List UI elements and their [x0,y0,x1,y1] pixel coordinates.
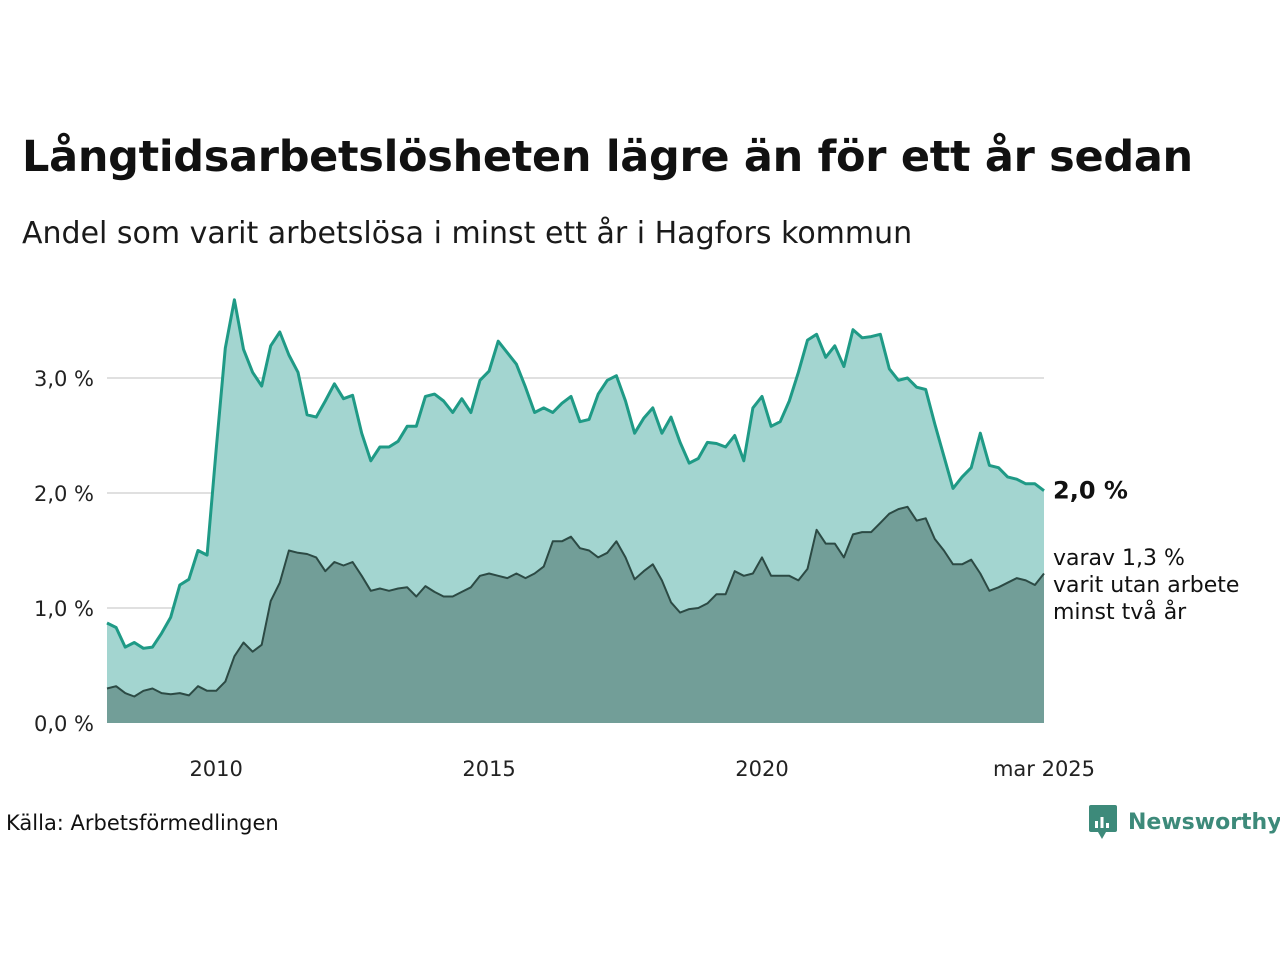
chart-subtitle: Andel som varit arbetslösa i minst ett å… [22,216,913,251]
y-tick-label: 1,0 % [34,597,94,621]
series-line-1 [106,298,1045,650]
series-areas [106,298,1045,723]
y-tick-label: 2,0 % [34,482,94,506]
x-tick-label: 2020 [735,757,788,781]
annotation-subset-line: varit utan arbete [1053,573,1239,598]
annotation-subset-line: minst två år [1053,599,1187,625]
y-tick-label: 0,0 % [34,712,94,736]
brand[interactable]: Newsworthy [1088,804,1280,840]
y-axis-ticks: 0,0 % 1,0 % 2,0 % 3,0 % [34,367,94,736]
x-tick-label: mar 2025 [993,757,1095,781]
annotation-subset-line: varav 1,3 % [1053,546,1185,571]
series-line-2 [106,505,1045,698]
newsworthy-logo-icon [1089,805,1117,839]
source-note: Källa: Arbetsförmedlingen [6,811,279,835]
chart-title: Långtidsarbetslösheten lägre än för ett … [22,132,1193,182]
y-tick-label: 3,0 % [34,367,94,391]
brand-name: Newsworthy [1128,809,1280,835]
x-tick-label: 2010 [189,757,242,781]
x-tick-label: 2015 [462,757,515,781]
x-axis-ticks: 2010 2015 2020 mar 2025 [189,757,1095,781]
annotation-latest-value: 2,0 % [1053,477,1128,505]
